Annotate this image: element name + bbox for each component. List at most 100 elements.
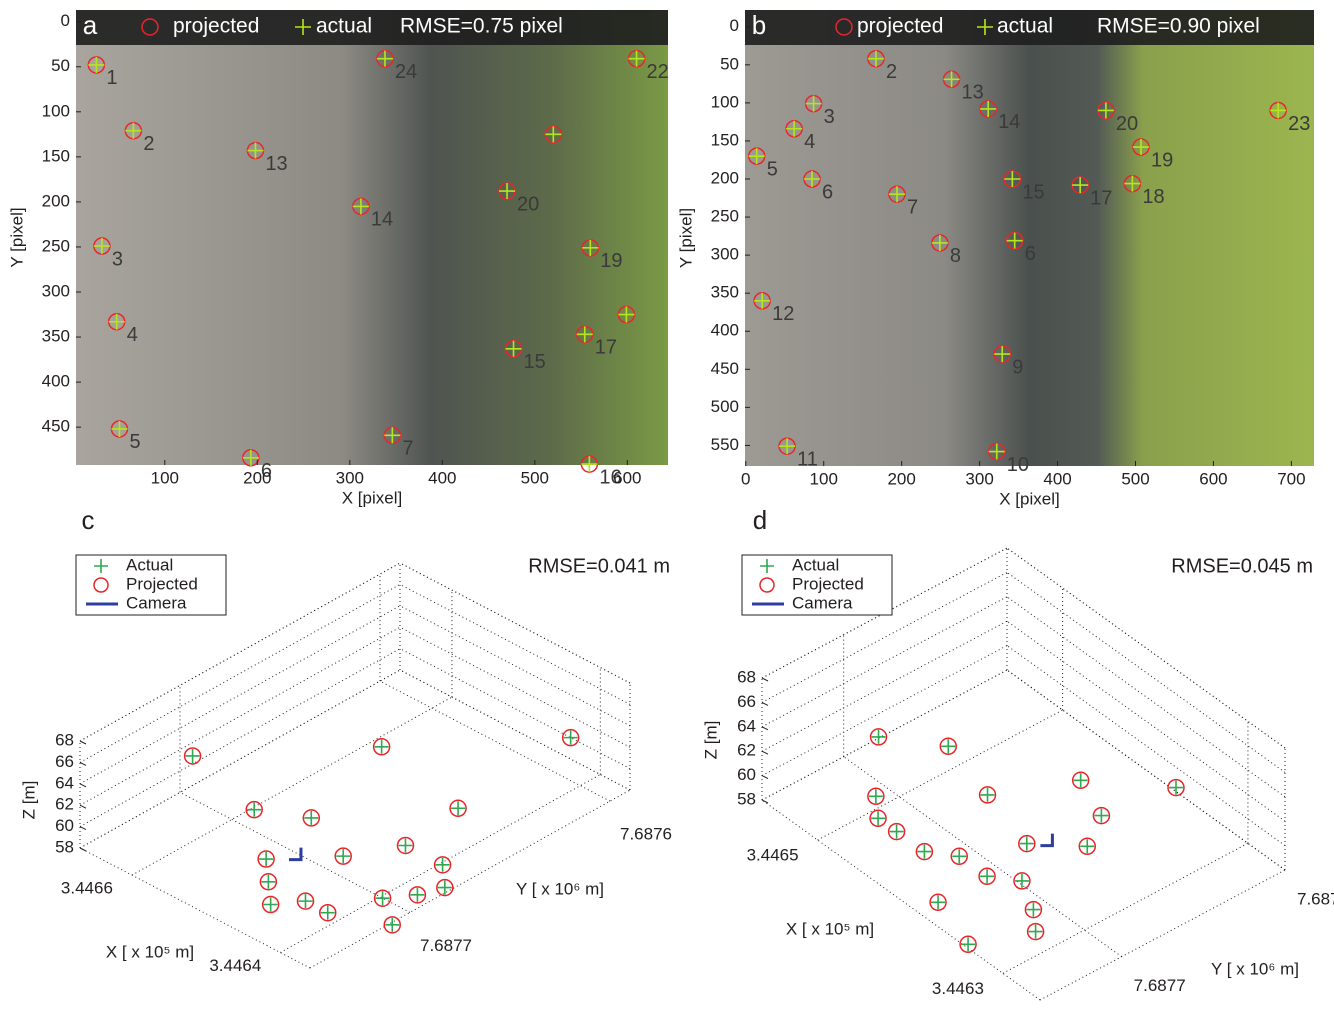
grid-line [761, 596, 1008, 728]
plus-marker [545, 126, 562, 143]
plus-marker [871, 811, 886, 826]
camera-marker [1040, 833, 1054, 848]
grid-line [399, 605, 631, 727]
z-tick-mark [79, 761, 87, 766]
plus-marker [868, 789, 883, 804]
photo-a [76, 10, 668, 465]
y-tick-label: 500 [711, 397, 739, 416]
z-tick-label: 68 [737, 667, 756, 686]
point-label: 15 [1022, 181, 1044, 203]
plus-marker [398, 838, 413, 853]
z-tick-mark [761, 701, 769, 706]
y-axis-label: Y [ x 10⁶ m] [516, 879, 604, 898]
plus-marker [384, 427, 401, 444]
point-label: 18 [1142, 186, 1164, 208]
plus-marker [242, 449, 259, 466]
circle-marker [978, 786, 997, 804]
plus-marker [1006, 232, 1023, 249]
y-tick-label: 250 [42, 236, 70, 255]
plus-marker [931, 895, 946, 910]
point-label: 15 [524, 351, 546, 373]
grid-line [1006, 669, 1286, 871]
grid-line [399, 626, 631, 748]
circle-marker [1092, 806, 1111, 825]
y-tick-label: 50 [51, 56, 70, 75]
box-edge [761, 669, 1008, 801]
y-tick-label: 450 [711, 359, 739, 378]
plus-marker [628, 50, 645, 67]
circle-marker [259, 873, 278, 891]
x-tick-label: 300 [965, 469, 993, 488]
x-tick-label: 3.4464 [209, 956, 261, 975]
y-tick-label: 350 [711, 283, 739, 302]
plus-marker [748, 148, 765, 165]
plus-marker [247, 802, 262, 817]
legend-marker [94, 559, 108, 573]
circle-marker [869, 728, 888, 746]
plus-marker [576, 326, 593, 343]
legend-label: actual [997, 15, 1053, 38]
z-tick-mark [761, 775, 769, 780]
y-tick-label: 150 [42, 146, 70, 165]
point-label: 13 [962, 82, 984, 104]
plus-marker [320, 905, 335, 920]
z-axis-label: Z [m] [19, 781, 38, 820]
circle-marker [939, 737, 958, 756]
box-edge [79, 847, 311, 969]
plus-marker [1169, 780, 1183, 795]
z-tick-label: 60 [55, 816, 74, 835]
z-tick-label: 60 [737, 765, 756, 784]
point-label: 11 [797, 448, 818, 470]
circle-marker [436, 878, 454, 897]
circle-marker [1026, 922, 1045, 941]
legend-label: Projected [792, 574, 864, 593]
plus-marker [952, 849, 967, 864]
plus-marker [451, 801, 466, 816]
plus-marker [888, 186, 905, 203]
x-tick-label: 400 [1043, 469, 1071, 488]
plus-marker [804, 171, 821, 188]
plus-marker [259, 852, 274, 867]
z-tick-mark [761, 677, 769, 682]
z-tick-mark [79, 847, 87, 852]
z-axis-label: Z [m] [701, 721, 720, 760]
legend-label: projected [857, 15, 943, 38]
point-label: 24 [395, 61, 417, 83]
panel-letter: d [753, 505, 767, 535]
plus-marker [410, 887, 425, 902]
grid-line [1006, 596, 1286, 798]
y-tick-label: 200 [711, 168, 739, 187]
photo-b [745, 10, 1314, 466]
point-label: 5 [767, 158, 778, 180]
plus-marker [336, 849, 351, 864]
point-label: 22 [647, 61, 669, 83]
plus-marker [352, 198, 369, 215]
circle-marker [1013, 872, 1031, 890]
legend-label: Actual [126, 555, 173, 574]
z-tick-mark [761, 750, 769, 755]
z-tick-mark [761, 799, 769, 804]
grid-line [79, 669, 401, 849]
plus-marker [582, 239, 599, 256]
x-tick-label: 600 [1199, 469, 1227, 488]
point-label: 4 [127, 324, 138, 346]
y-tick-label: 300 [42, 281, 70, 300]
plus-marker [1080, 839, 1095, 854]
legend-marker [93, 577, 109, 593]
x-tick-label: 100 [151, 468, 179, 487]
plus-marker [263, 897, 278, 912]
x-tick-label: 3.4465 [747, 845, 799, 864]
legend-marker [835, 18, 853, 36]
z-tick-label: 66 [737, 692, 756, 711]
legend-marker [295, 19, 311, 35]
plus-marker [1014, 873, 1029, 888]
plus-marker [994, 346, 1011, 363]
plus-marker [980, 869, 995, 884]
point-label: 16 [599, 466, 621, 488]
grid-line [379, 680, 611, 802]
legend-label: projected [173, 15, 259, 38]
point-label: 1 [106, 67, 117, 89]
annotation: RMSE=0.75 pixel [400, 15, 563, 38]
grid-line [280, 774, 601, 953]
y-axis-label: Y [pixel] [676, 208, 695, 268]
